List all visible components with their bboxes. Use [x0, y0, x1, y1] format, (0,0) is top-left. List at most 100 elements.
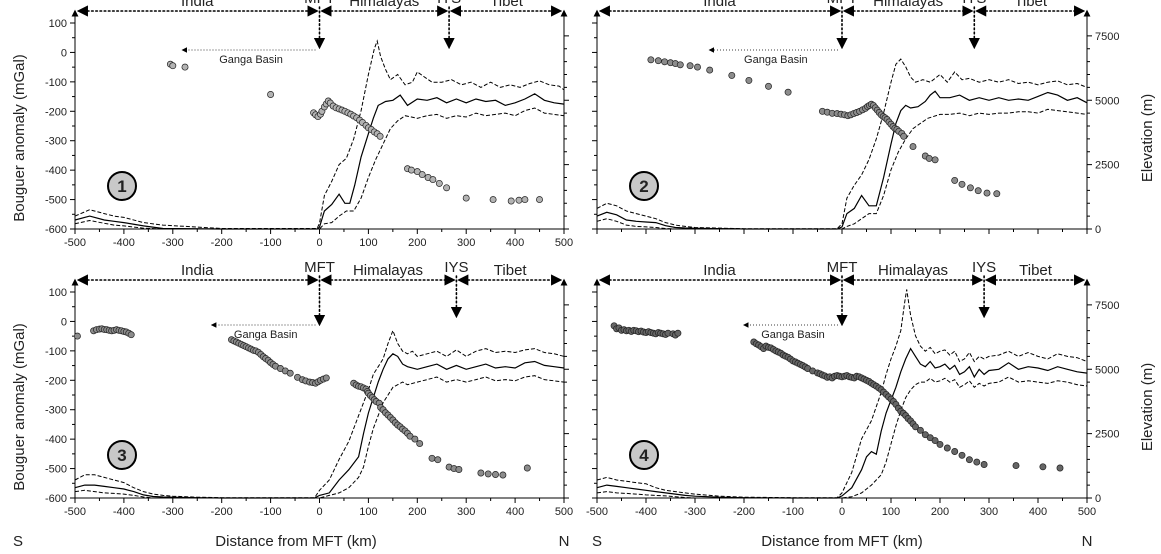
x-tick-label: 300 [457, 506, 475, 518]
x-tick-label: -100 [782, 506, 804, 518]
south-label-right: S [592, 533, 602, 550]
fault-label-mft: MFT [304, 259, 335, 276]
elevation-min-line [74, 107, 565, 230]
elevation-tick-label: 2500 [1095, 160, 1119, 172]
ganga-basin-label: Ganga Basin [219, 54, 283, 66]
region-label-india: India [181, 0, 214, 10]
panel-4: -500 -400 -300 -200 -100 0 100 200 300 400 500 7500… [586, 259, 1120, 518]
panel-number: 1 [117, 177, 126, 196]
y-tick-label: -500 [45, 464, 67, 476]
bouguer-point [980, 461, 988, 468]
panel-3: -500 -400 -300 -200 -100 0 100 200 300 400 500 100 0… [45, 259, 573, 518]
bouguer-point [267, 91, 275, 98]
bouguer-point [958, 451, 966, 459]
x-tick-label: -500 [64, 237, 86, 249]
x-tick-label: 500 [1078, 506, 1096, 518]
elevation-min-line [596, 108, 1088, 230]
bouguer-point [694, 63, 701, 71]
fault-label-iys: IYS [437, 0, 461, 7]
bouguer-point [1012, 462, 1020, 470]
bouguer-point [169, 62, 177, 70]
bouguer-point [515, 196, 523, 204]
region-label-himalayas: Himalayas [873, 0, 943, 10]
elevation-tick-label: 7500 [1095, 31, 1119, 43]
bouguer-point [286, 369, 294, 377]
bouguer-point [127, 331, 135, 339]
region-label-himalayas: Himalayas [353, 262, 423, 279]
y-tick-label: 0 [61, 47, 67, 59]
bouguer-point [974, 187, 982, 195]
x-tick-label: 400 [506, 506, 524, 518]
bouguer-point [965, 456, 973, 464]
y-tick-label: -600 [45, 224, 67, 236]
y-tick-label: -100 [45, 346, 67, 358]
south-label-left: S [13, 533, 23, 550]
bouguer-point [931, 437, 939, 445]
bouguer-point [322, 374, 330, 382]
region-label-tibet: Tibet [494, 262, 528, 279]
bouguer-point [909, 143, 917, 151]
bouguer-point [73, 332, 81, 340]
panel-2: 7500 5000 2500 0 India Himalayas Tibet MFT IYS Ga… [592, 0, 1119, 236]
panel-number: 4 [639, 446, 649, 465]
x-tick-label: -500 [586, 506, 608, 518]
bouguer-point [443, 184, 451, 192]
x-tick-label: -300 [162, 237, 184, 249]
y-tick-label: -600 [45, 493, 67, 505]
y-tick-label: -300 [45, 136, 67, 148]
bouguer-point [686, 62, 694, 70]
region-label-india: India [703, 262, 736, 279]
bouguer-point [674, 329, 682, 337]
bouguer-point [676, 61, 684, 69]
bouguer-point [507, 197, 515, 205]
region-label-himalayas: Himalayas [878, 262, 948, 279]
panels: -500 -400 -300 -200 -100 0 100 200 300 400 5001000… [45, 0, 1120, 518]
region-label-himalayas: Himalayas [349, 0, 419, 10]
bouguer-point [936, 440, 944, 448]
bouguer-point [654, 57, 662, 65]
bouguer-point [921, 431, 929, 439]
y-tick-label: -200 [45, 375, 67, 387]
x-tick-label: -200 [211, 506, 233, 518]
y-tick-label: -200 [45, 106, 67, 118]
bouguer-point [931, 156, 939, 164]
fault-label-mft: MFT [827, 0, 858, 7]
region-label-tibet: Tibet [1014, 0, 1048, 10]
north-label-right: N [1082, 533, 1093, 550]
x-tick-label: 300 [457, 237, 475, 249]
panel-number-badge [107, 440, 137, 470]
bouguer-point [1056, 464, 1064, 472]
x-tick-label: 100 [359, 506, 377, 518]
xlabel-left: Distance from MFT (km) [215, 533, 376, 550]
panel-1: -500 -400 -300 -200 -100 0 100 200 300 400 500 100 0… [45, 0, 573, 249]
bouguer-point [745, 76, 753, 84]
x-tick-label: -200 [211, 237, 233, 249]
bouguer-point [536, 196, 543, 204]
north-label-left: N [559, 533, 570, 550]
y-tick-label: -100 [45, 77, 67, 89]
bouguer-point [376, 132, 384, 140]
panel-number-badge [107, 171, 137, 201]
bouguer-point [455, 466, 463, 473]
x-tick-label: -500 [64, 506, 86, 518]
region-label-tibet: Tibet [1019, 262, 1053, 279]
bouguer-point [411, 435, 419, 443]
xlabel-right: Distance from MFT (km) [761, 533, 922, 550]
y-tick-label: 100 [49, 287, 67, 299]
elevation-mean-line [74, 93, 565, 230]
bouguer-point [484, 470, 492, 478]
bouguer-point [489, 196, 497, 204]
x-tick-label: -400 [113, 506, 135, 518]
bouguer-point [943, 444, 951, 452]
bouguer-point [407, 166, 415, 174]
elevation-mean-line [74, 353, 565, 499]
ylabel-left-top: Bouguer anomaly (mGal) [11, 54, 28, 222]
x-tick-label: 0 [316, 506, 322, 518]
panel-number-badge [629, 171, 659, 201]
ganga-basin-label: Ganga Basin [744, 54, 808, 66]
x-tick-label: 400 [1029, 506, 1047, 518]
fault-label-mft: MFT [827, 259, 858, 276]
elevation-max-line [74, 39, 565, 229]
bouguer-point [499, 471, 507, 479]
bouguer-point [477, 469, 485, 477]
